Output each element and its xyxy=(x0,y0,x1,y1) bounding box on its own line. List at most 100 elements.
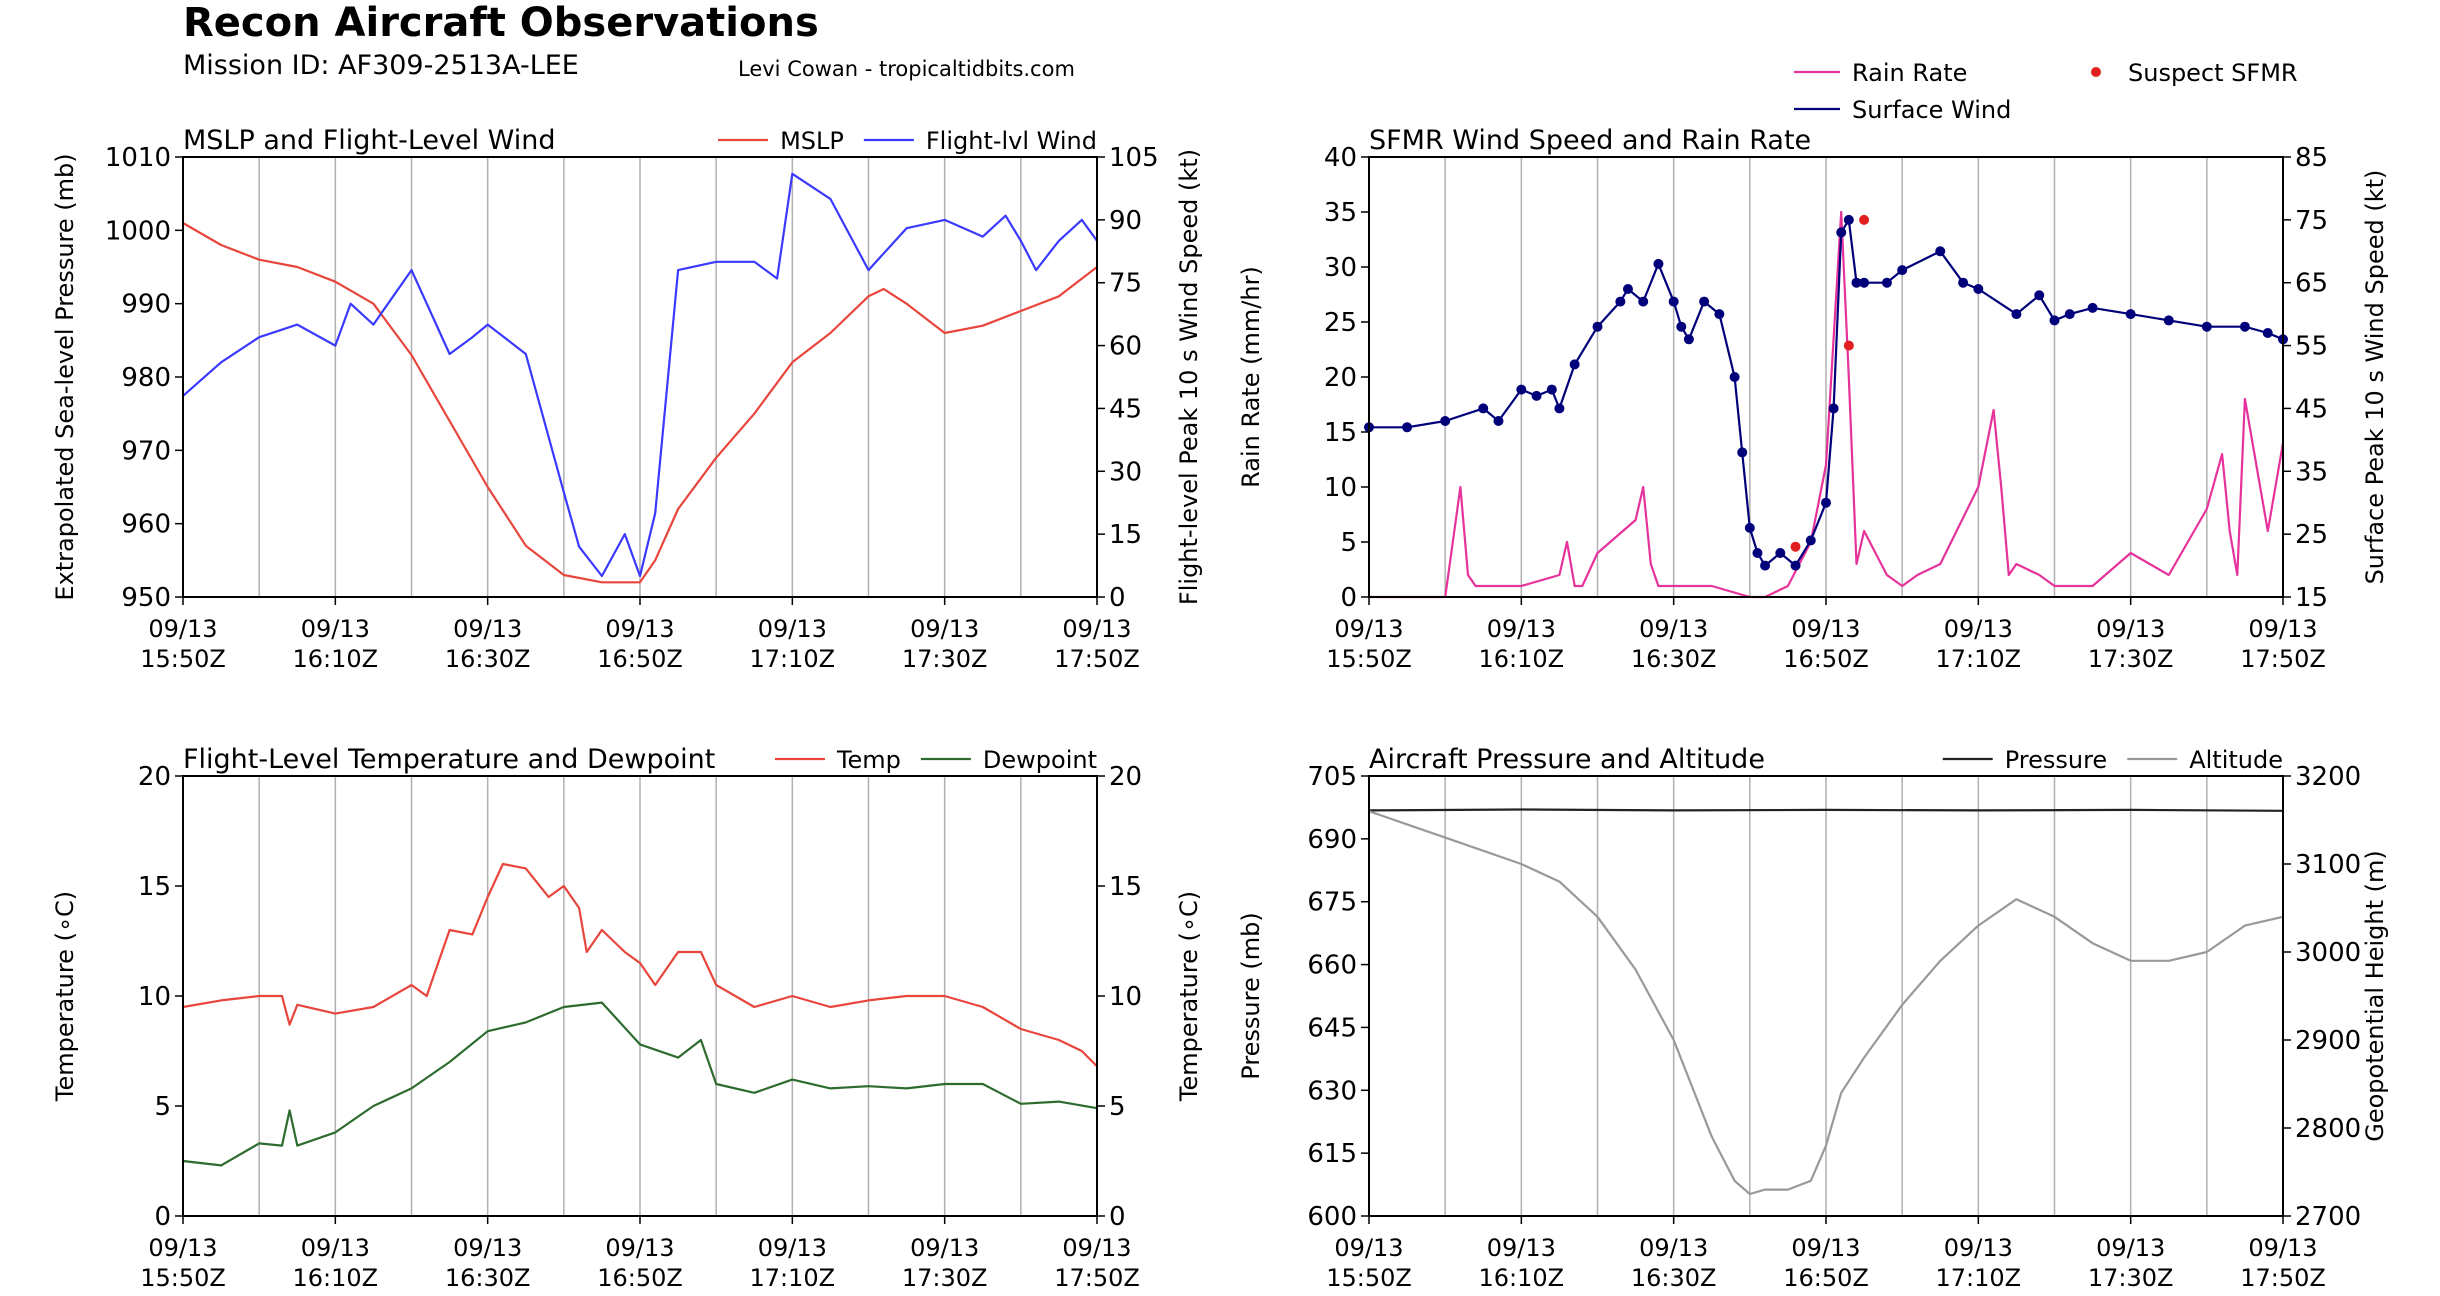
y-tick-label: 35 xyxy=(1324,198,1357,228)
surface-wind-point xyxy=(2201,321,2212,332)
y2-tick-label: 15 xyxy=(2295,583,2328,613)
x-tick-label-time: 17:50Z xyxy=(1054,1264,1140,1292)
panel-title: SFMR Wind Speed and Rain Rate xyxy=(1369,125,1811,156)
y-tick-label: 30 xyxy=(1324,253,1357,283)
x-tick-label-time: 16:30Z xyxy=(445,1264,531,1292)
y-tick-label: 600 xyxy=(1307,1202,1357,1232)
chart-panel-1: 950 960 970 980 990 1000 1010 0 15 30 45 60 75 90 105 0… xyxy=(51,125,1203,673)
x-tick-label-time: 17:30Z xyxy=(2088,1264,2174,1292)
x-tick-label-date: 09/13 xyxy=(910,615,979,643)
y2-tick-label: 2700 xyxy=(2295,1202,2361,1232)
y2-tick-label: 45 xyxy=(2295,394,2328,424)
y-axis-label: Temperature (∘C) xyxy=(51,891,79,1102)
x-tick-label-time: 16:50Z xyxy=(597,1264,683,1292)
x-tick-label-date: 09/13 xyxy=(2248,1234,2317,1262)
surface-wind-point xyxy=(1638,296,1649,307)
y-tick-label: 1000 xyxy=(105,216,171,246)
surface-wind-point xyxy=(1493,416,1504,426)
x-tick-label-date: 09/13 xyxy=(605,615,674,643)
y2-tick-label: 2900 xyxy=(2295,1026,2361,1056)
y2-tick-label: 45 xyxy=(1109,394,1142,424)
x-tick-label-date: 09/13 xyxy=(2248,615,2317,643)
y-tick-label: 615 xyxy=(1307,1139,1357,1169)
x-tick-label-time: 17:10Z xyxy=(1936,1264,2022,1292)
x-tick-label-time: 16:50Z xyxy=(1783,645,1869,673)
y2-tick-label: 25 xyxy=(2295,520,2328,550)
y2-tick-label: 15 xyxy=(1109,520,1142,550)
y-tick-label: 20 xyxy=(1324,363,1357,393)
suspect-sfmr-point xyxy=(1843,340,1854,351)
y2-tick-label: 65 xyxy=(2295,269,2328,299)
y-tick-label: 990 xyxy=(121,290,171,320)
legend-label: Rain Rate xyxy=(1852,59,1967,87)
surface-wind-point xyxy=(1699,296,1710,307)
surface-wind-point xyxy=(1615,296,1626,307)
x-tick-label-time: 17:10Z xyxy=(1936,645,2022,673)
y2-tick-label: 10 xyxy=(1109,982,1142,1012)
x-tick-label-time: 16:30Z xyxy=(445,645,531,673)
x-tick-label-date: 09/13 xyxy=(1639,615,1708,643)
surface-wind-point xyxy=(1729,372,1740,382)
surface-wind-point xyxy=(1935,246,1946,257)
surface-wind-point xyxy=(1805,535,1816,546)
y2-tick-label: 5 xyxy=(1109,1092,1126,1122)
x-tick-label-date: 09/13 xyxy=(910,1234,979,1262)
x-tick-label-time: 17:30Z xyxy=(902,645,988,673)
surface-wind-point xyxy=(1851,277,1862,288)
suspect-sfmr-point xyxy=(1859,214,1870,225)
surface-wind-point xyxy=(1836,227,1847,238)
credit-text: Levi Cowan - tropicaltidbits.com xyxy=(738,57,1075,81)
y-tick-label: 950 xyxy=(121,583,171,613)
x-tick-label-date: 09/13 xyxy=(758,615,827,643)
panel-title: Aircraft Pressure and Altitude xyxy=(1369,744,1765,775)
x-tick-label-time: 17:50Z xyxy=(2240,645,2326,673)
y-tick-label: 15 xyxy=(138,872,171,902)
surface-wind-point xyxy=(2262,328,2273,338)
chart-panel-2: 0510152025303540152535455565758509/1315:… xyxy=(1237,59,2389,673)
panel-title: MSLP and Flight-Level Wind xyxy=(183,125,556,156)
y2-axis-label: Geopotential Height (m) xyxy=(2361,850,2389,1142)
y2-tick-label: 55 xyxy=(2295,332,2328,362)
y-tick-label: 10 xyxy=(1324,473,1357,503)
y2-tick-label: 90 xyxy=(1109,206,1142,236)
x-tick-label-time: 16:10Z xyxy=(293,645,379,673)
figure-title: Recon Aircraft Observations xyxy=(183,0,819,46)
y2-tick-label: 35 xyxy=(2295,457,2328,487)
x-tick-label-time: 17:30Z xyxy=(2088,645,2174,673)
y2-tick-label: 0 xyxy=(1109,1202,1126,1232)
x-tick-label-date: 09/13 xyxy=(2096,615,2165,643)
surface-wind-point xyxy=(1760,560,1771,571)
x-tick-label-date: 09/13 xyxy=(453,615,522,643)
y-tick-label: 5 xyxy=(1340,528,1357,558)
y-tick-label: 980 xyxy=(121,363,171,393)
surface-wind-point xyxy=(1828,403,1839,414)
legend-label: MSLP xyxy=(780,127,844,155)
y2-tick-label: 0 xyxy=(1109,583,1126,613)
y-tick-label: 630 xyxy=(1307,1076,1357,1106)
y-tick-label: 690 xyxy=(1307,825,1357,855)
surface-wind-point xyxy=(2239,321,2250,332)
x-tick-label-time: 15:50Z xyxy=(140,645,226,673)
surface-wind-point xyxy=(1546,384,1557,395)
x-tick-label-date: 09/13 xyxy=(301,1234,370,1262)
legend-box: Rain Rate Surface Wind Suspect SFMR xyxy=(1794,59,2298,124)
surface-wind-point xyxy=(2087,302,2098,313)
x-tick-label-date: 09/13 xyxy=(1334,1234,1403,1262)
surface-wind-point xyxy=(1569,359,1580,370)
y2-tick-label: 2800 xyxy=(2295,1114,2361,1144)
surface-wind-point xyxy=(1973,284,1984,294)
series-line-temp xyxy=(182,862,1098,1068)
y2-tick-label: 3200 xyxy=(2295,762,2361,792)
y2-axis-label: Surface Peak 10 s Wind Speed (kt) xyxy=(2361,170,2389,585)
surface-wind-point xyxy=(2125,309,2136,320)
x-tick-label-date: 09/13 xyxy=(758,1234,827,1262)
legend-label: Dewpoint xyxy=(983,746,1097,774)
mission-id: Mission ID: AF309-2513A-LEE xyxy=(183,50,579,81)
surface-wind-point xyxy=(1653,258,1664,269)
surface-wind-point xyxy=(1478,403,1489,414)
x-tick-label-date: 09/13 xyxy=(1944,615,2013,643)
chart-panel-3: 051015200510152009/1315:50Z09/1316:10Z09… xyxy=(51,744,1203,1292)
surface-wind-point xyxy=(1554,403,1565,414)
y-tick-label: 0 xyxy=(154,1202,171,1232)
legend-label: Altitude xyxy=(2189,746,2283,774)
